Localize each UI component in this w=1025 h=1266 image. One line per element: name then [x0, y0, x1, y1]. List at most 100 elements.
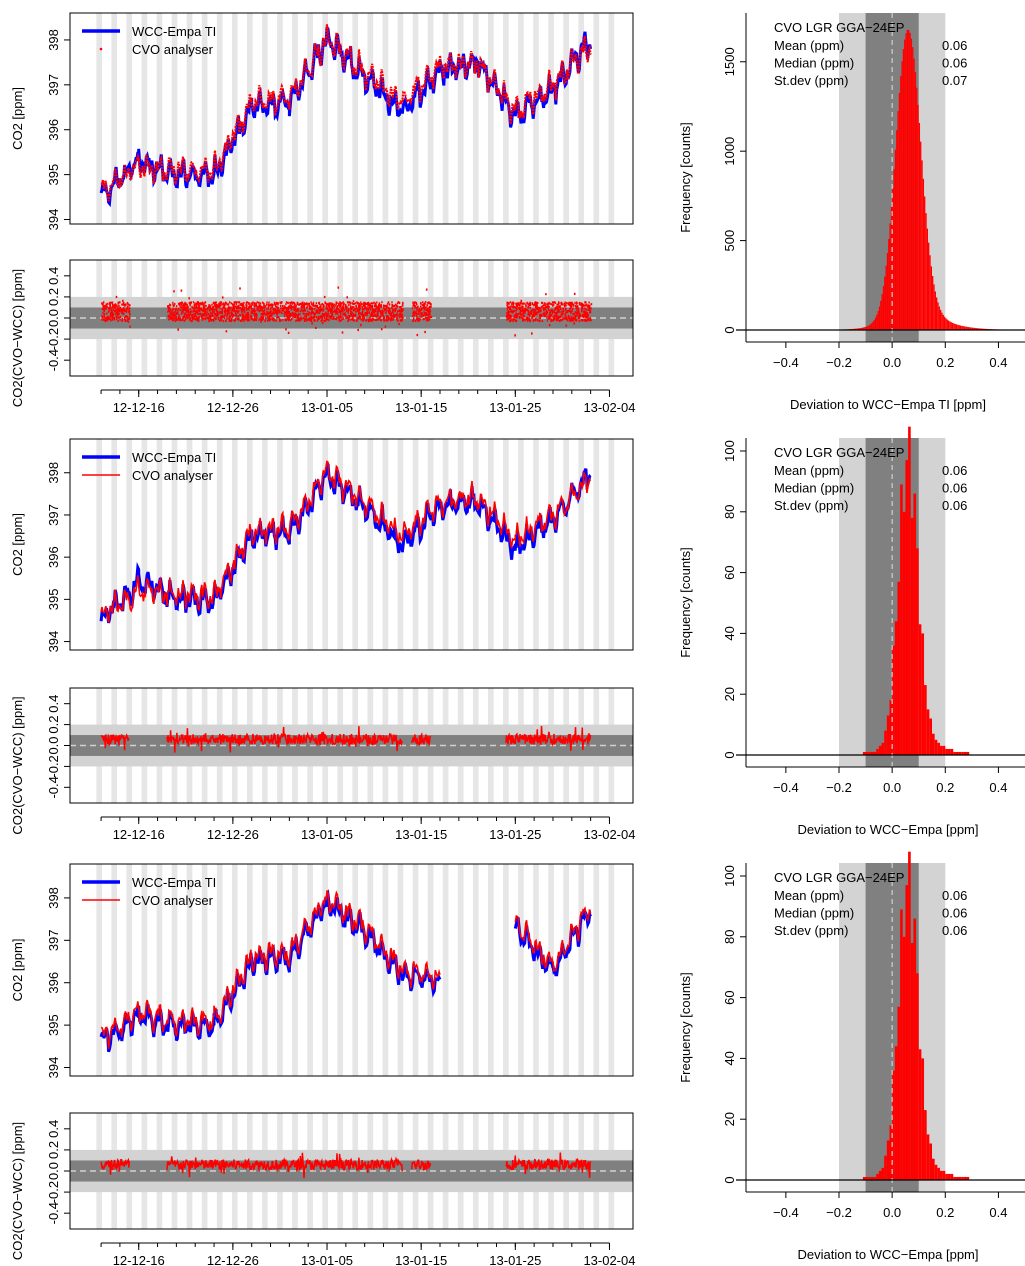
- histogram-bar: [902, 49, 905, 331]
- stat-value: 0.06: [942, 463, 967, 478]
- night-band: [367, 864, 374, 1076]
- hist-y-tick-label: 60: [722, 565, 737, 579]
- hist-y-tick-label: 1000: [722, 137, 737, 166]
- hist-x-tick-label: 0.0: [883, 1205, 901, 1220]
- night-band: [563, 864, 569, 1076]
- night-band: [322, 439, 328, 650]
- night-band: [503, 864, 509, 1076]
- histogram-bar: [898, 92, 901, 331]
- x-tick-label: 13-02-04: [583, 827, 635, 842]
- histogram-bar: [967, 327, 970, 330]
- histogram-bar: [894, 621, 898, 755]
- histogram-bar: [917, 104, 919, 330]
- difference-points-cloud: [506, 301, 592, 323]
- histogram-bar: [961, 751, 964, 755]
- legend-cvo-label: CVO analyser: [132, 468, 214, 483]
- histogram-bar: [937, 742, 940, 755]
- night-band: [96, 864, 103, 1076]
- histogram-bar: [892, 645, 895, 755]
- night-band: [96, 13, 103, 224]
- night-band: [472, 864, 479, 1076]
- y-tick-label: -0.4: [46, 776, 61, 798]
- night-band: [608, 439, 615, 650]
- histogram-bar: [921, 633, 925, 755]
- x-tick-label: 13-01-25: [489, 400, 541, 415]
- histogram-bar: [861, 327, 863, 330]
- difference-ylabel: CO2(CVO−WCC) [ppm]: [10, 269, 25, 407]
- y-tick-label: 0.4: [46, 1120, 61, 1138]
- histogram-bar: [902, 936, 906, 1180]
- legend-cvo-swatch: [99, 47, 103, 51]
- histogram-bar: [913, 493, 917, 755]
- histogram-bar: [884, 276, 886, 330]
- difference-line-segment: [100, 1157, 131, 1175]
- night-band: [488, 439, 494, 650]
- histogram-bar: [963, 751, 967, 755]
- night-band: [563, 13, 569, 224]
- timeseries-ylabel: CO2 [ppm]: [10, 87, 25, 150]
- night-band: [126, 13, 133, 224]
- hist-y-tick-label: 1500: [722, 47, 737, 76]
- histogram-bar: [916, 87, 918, 330]
- night-band: [156, 13, 163, 224]
- histogram-bar: [932, 733, 935, 755]
- hist-x-tick-label: −0.2: [826, 1205, 852, 1220]
- histogram-bar: [932, 276, 934, 330]
- night-band: [457, 13, 464, 224]
- histogram-bar: [977, 328, 979, 330]
- histogram-bar: [934, 1164, 938, 1180]
- histogram-bar: [910, 942, 914, 1180]
- stat-value: 0.07: [942, 73, 967, 88]
- y-tick-label: 0.0: [46, 736, 61, 754]
- night-band: [578, 13, 585, 224]
- y-tick-label: 0.0: [46, 1162, 61, 1180]
- night-band: [292, 864, 298, 1076]
- night-band: [246, 13, 253, 224]
- histogram-bar: [889, 700, 893, 755]
- x-tick-label: 12-12-26: [207, 400, 259, 415]
- histogram-bar: [890, 206, 893, 330]
- x-tick-label: 12-12-16: [113, 1253, 165, 1266]
- hist-y-tick-label: 100: [722, 440, 737, 462]
- night-band: [322, 864, 328, 1076]
- histogram-bar: [982, 328, 984, 330]
- timeseries-ylabel: CO2 [ppm]: [10, 939, 25, 1002]
- histogram-bar: [860, 327, 862, 330]
- histogram-bar: [947, 320, 950, 330]
- x-tick-label: 12-12-26: [207, 1253, 259, 1266]
- stat-value: 0.06: [942, 38, 967, 53]
- histogram-bar: [906, 29, 909, 331]
- night-band: [111, 439, 118, 650]
- difference-ylabel: CO2(CVO−WCC) [ppm]: [10, 1122, 25, 1260]
- y-tick-label: 396: [46, 546, 61, 568]
- histogram-bar: [934, 291, 936, 330]
- hist-x-tick-label: 0.2: [936, 355, 954, 370]
- night-band: [246, 439, 253, 650]
- hist-y-tick-label: 60: [722, 990, 737, 1004]
- histogram-bar: [886, 715, 890, 755]
- histogram-bar: [854, 328, 857, 330]
- legend-wcc-label: WCC-Empa TI: [132, 450, 216, 465]
- legend-cvo-label: CVO analyser: [132, 42, 214, 57]
- histogram-bar: [865, 751, 869, 755]
- y-tick-label: 396: [46, 972, 61, 994]
- histogram-bar: [868, 1176, 871, 1180]
- night-band: [322, 13, 328, 224]
- difference-panel-3: 0.4 0.2 0.0-0.2-0.4 CO2(CVO−WCC) [ppm] 12-12…: [10, 1112, 635, 1266]
- night-band: [608, 864, 615, 1076]
- night-band: [488, 13, 494, 224]
- night-band: [352, 439, 359, 650]
- histogram-bar: [970, 327, 972, 330]
- histogram-bar: [933, 284, 935, 330]
- histogram-bar: [868, 325, 870, 330]
- night-band: [472, 439, 479, 650]
- histogram-bar: [961, 325, 963, 330]
- histogram-bar: [953, 1176, 956, 1180]
- histogram-bar: [934, 739, 938, 755]
- hist-y-tick-label: 80: [722, 505, 737, 519]
- night-band: [292, 439, 298, 650]
- histogram-bar: [926, 228, 929, 330]
- histogram-bar: [929, 718, 932, 755]
- difference-points-cloud: [101, 301, 131, 322]
- x-tick-label: 13-02-04: [583, 400, 635, 415]
